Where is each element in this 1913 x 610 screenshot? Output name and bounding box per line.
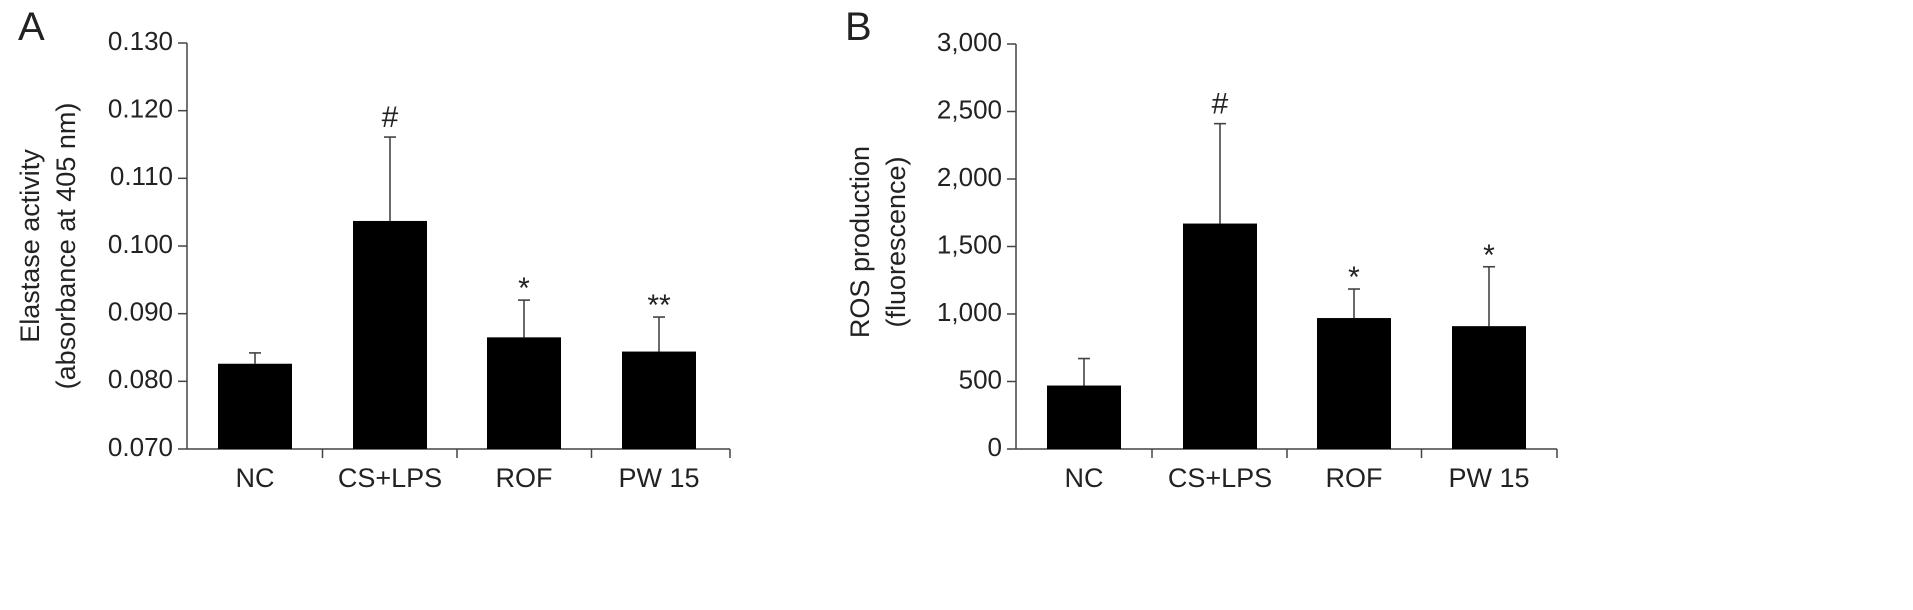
y-tick-label: 0.110 [110, 161, 173, 191]
significance-marker: # [382, 101, 399, 134]
y-tick-label: 1,500 [937, 229, 1002, 259]
y-axis-title: Elastase activity [15, 149, 45, 343]
y-axis-title-units: (absorbance at 405 nm) [51, 103, 81, 390]
significance-marker: * [1483, 239, 1495, 272]
significance-marker: ** [647, 289, 671, 322]
bar [487, 337, 561, 449]
y-tick-label: 500 [959, 364, 1002, 394]
x-tick-label: PW 15 [618, 463, 699, 493]
x-tick-label: ROF [1326, 463, 1383, 493]
bar [1317, 318, 1391, 449]
x-tick-label: NC [1065, 463, 1104, 493]
y-tick-label: 3,000 [937, 27, 1002, 57]
panel-label: A [18, 5, 45, 49]
y-tick-label: 0.120 [108, 94, 173, 124]
bar [1047, 385, 1121, 449]
bar [353, 220, 427, 449]
x-tick-label: PW 15 [1448, 463, 1529, 493]
y-tick-label: 2,000 [937, 162, 1002, 192]
bar [622, 351, 696, 449]
y-tick-label: 0.130 [108, 26, 173, 56]
x-tick-label: CS+LPS [1168, 463, 1272, 493]
y-tick-label: 0.100 [108, 229, 173, 259]
y-tick-label: 0 [988, 432, 1002, 462]
bar [1452, 326, 1526, 449]
y-tick-label: 0.080 [108, 364, 173, 394]
panel-label: B [845, 5, 872, 49]
x-tick-label: ROF [496, 463, 553, 493]
significance-marker: # [1212, 88, 1229, 121]
y-tick-label: 0.090 [108, 297, 173, 327]
y-axis-title: ROS production [845, 146, 875, 338]
bar [218, 363, 292, 449]
y-tick-label: 0.070 [108, 432, 173, 462]
significance-marker: * [1348, 261, 1360, 294]
bar [1183, 223, 1257, 449]
y-tick-label: 2,500 [937, 94, 1002, 124]
y-axis-title-units: (fluorescence) [881, 156, 911, 327]
y-tick-label: 1,000 [937, 297, 1002, 327]
significance-marker: * [518, 272, 530, 305]
x-tick-label: NC [236, 463, 275, 493]
x-tick-label: CS+LPS [338, 463, 442, 493]
